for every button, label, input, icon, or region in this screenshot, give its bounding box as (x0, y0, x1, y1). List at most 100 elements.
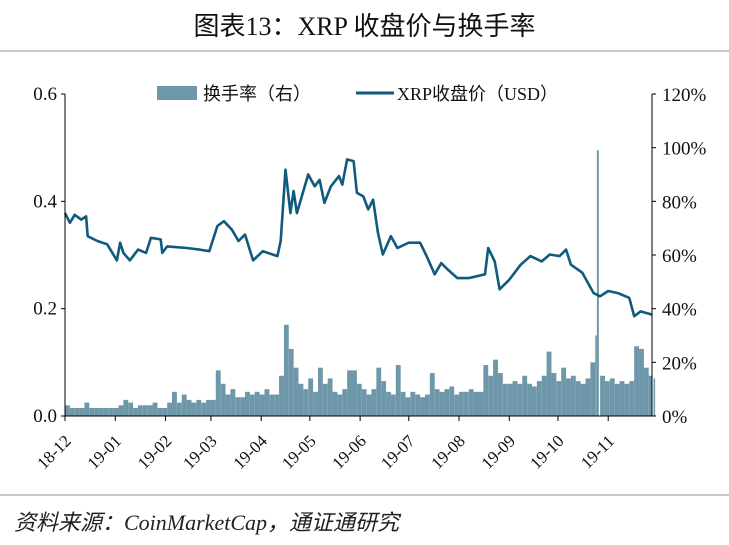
left-tick-label: 0.2 (33, 299, 57, 320)
turnover-bar (580, 383, 586, 416)
legend-bar-swatch (157, 86, 197, 100)
turnover-bar (609, 378, 615, 416)
turnover-bar (274, 394, 280, 416)
turnover-bar (225, 394, 231, 416)
turnover-bar (113, 407, 119, 416)
turnover-bar (342, 389, 348, 416)
turnover-bar (108, 407, 114, 416)
turnover-bar (444, 389, 450, 416)
right-tick-label: 100% (662, 139, 707, 160)
turnover-bar (162, 407, 168, 416)
left-tick-label: 0.4 (33, 191, 57, 212)
turnover-bar (459, 391, 464, 416)
right-tick-label: 40% (662, 300, 697, 321)
x-tick-label: 19-06 (328, 431, 369, 472)
turnover-bar (152, 402, 158, 416)
turnover-bar (497, 373, 503, 416)
turnover-bar (249, 394, 255, 416)
right-tick-label: 20% (662, 353, 697, 374)
turnover-bar (317, 367, 323, 416)
turnover-bar (347, 370, 353, 416)
price-line (63, 158, 653, 318)
turnover-bar (507, 383, 513, 416)
turnover-bar (167, 402, 173, 416)
x-tick-label: 19-10 (526, 431, 567, 472)
turnover-bar (429, 373, 435, 416)
turnover-bar (624, 383, 630, 416)
legend-bar-label: 换手率（右） (203, 84, 311, 104)
turnover-bar (614, 383, 620, 416)
turnover-bar (546, 351, 552, 416)
turnover-bar (371, 389, 377, 416)
turnover-bar (619, 381, 625, 416)
turnover-bar (337, 394, 343, 416)
turnover-bar (653, 378, 656, 416)
turnover-bar (366, 394, 372, 416)
turnover-bar (313, 391, 318, 416)
source-note: 资料来源：CoinMarketCap，通证通研究 (14, 510, 399, 535)
turnover-bar (493, 359, 498, 416)
turnover-bar (463, 391, 469, 416)
turnover-bar (449, 386, 455, 416)
turnover-bar (133, 407, 138, 416)
turnover-bar (191, 402, 197, 416)
turnover-bar (502, 383, 508, 416)
top-divider (0, 50, 729, 52)
turnover-bar (137, 405, 143, 416)
turnover-bar (283, 324, 289, 416)
turnover-bar (206, 399, 211, 416)
left-tick-label: 0.0 (33, 406, 57, 427)
turnover-bar (201, 402, 207, 416)
x-tick-label: 19-02 (134, 431, 175, 472)
turnover-bar (415, 394, 421, 416)
turnover-bar (596, 150, 599, 416)
turnover-bar (536, 381, 542, 416)
turnover-bar (74, 407, 80, 416)
turnover-bar (566, 378, 571, 416)
turnover-bar (532, 386, 537, 416)
turnover-bar (65, 405, 70, 416)
chart-svg: 0.00.20.40.60%20%40%60%80%100%120%18-12 1… (33, 84, 707, 473)
turnover-bar (220, 383, 226, 416)
turnover-bar (648, 375, 652, 416)
turnover-bar (420, 397, 425, 416)
turnover-bar (439, 391, 445, 416)
turnover-bar (264, 389, 270, 416)
turnover-bar (381, 381, 387, 416)
turnover-bar (215, 370, 221, 416)
turnover-bar (186, 399, 192, 416)
turnover-bar (235, 397, 241, 416)
turnover-bar (639, 348, 644, 416)
turnover-bar (181, 394, 187, 416)
turnover-bar (595, 335, 597, 416)
x-tick-label: 19-07 (377, 431, 419, 473)
turnover-bar (361, 389, 367, 416)
turnover-bar (89, 407, 95, 416)
turnover-bar (84, 402, 90, 416)
turnover-bar (172, 391, 177, 416)
turnover-bar (279, 375, 284, 416)
turnover-bar (332, 391, 338, 416)
turnover-bar (575, 381, 581, 416)
turnover-bar (629, 381, 635, 416)
turnover-bar (551, 373, 557, 416)
turnover-bar (600, 375, 605, 416)
turnover-bar (585, 378, 591, 416)
turnover-bar (118, 405, 124, 416)
turnover-bar (405, 397, 411, 416)
x-tick-label: 19-03 (179, 431, 220, 472)
x-tick-label: 19-05 (278, 431, 319, 472)
turnover-bar (230, 389, 236, 416)
turnover-bar (376, 367, 382, 416)
turnover-bar (410, 391, 416, 416)
turnover-bar (142, 405, 148, 416)
turnover-bar (128, 402, 134, 416)
turnover-bar (478, 391, 484, 416)
turnover-bar (395, 365, 401, 416)
turnover-bar (196, 399, 202, 416)
turnover-bar (604, 381, 610, 416)
turnover-bar (634, 346, 640, 416)
turnover-bar (244, 391, 250, 416)
turnover-bar (556, 381, 562, 416)
turnover-bar (94, 407, 100, 416)
